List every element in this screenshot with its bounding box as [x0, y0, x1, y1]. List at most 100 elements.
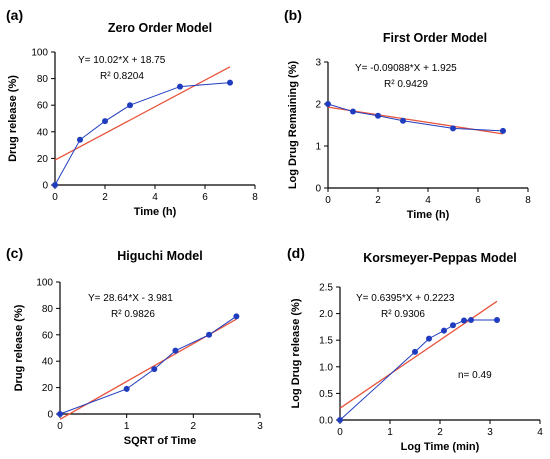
y-axis-label: Log Drug Remaining (%): [287, 61, 299, 190]
y-tick-label: 100: [31, 48, 48, 59]
r-squared: R² 0.9429: [384, 79, 428, 90]
fit-line: [54, 66, 231, 161]
chart-title: Korsmeyer-Peppas Model: [363, 251, 517, 265]
y-tick-label: 2.5: [319, 283, 333, 294]
y-tick-label: 3: [315, 58, 321, 69]
x-tick-label: 4: [537, 427, 543, 438]
x-tick-label: 2: [102, 192, 108, 203]
x-tick-label: 0: [57, 421, 63, 432]
data-point: [57, 411, 63, 417]
y-tick-label: 40: [37, 127, 49, 138]
release-exponent-note: n= 0.49: [458, 370, 492, 381]
y-tick-label: 60: [37, 101, 49, 112]
data-point: [233, 313, 240, 320]
r-squared: R² 0.8204: [100, 71, 144, 82]
y-tick-label: 1.5: [319, 336, 333, 347]
data-point: [123, 385, 130, 392]
y-tick-label: 1.0: [319, 362, 333, 373]
data-point: [468, 316, 474, 323]
data-point: [102, 118, 108, 125]
y-tick-label: 40: [42, 357, 54, 368]
regression-equation: Y= 10.02*X + 18.75: [78, 55, 166, 66]
chart-title: Zero Order Model: [108, 21, 212, 35]
regression-equation: Y= 0.6395*X + 0.2223: [356, 293, 455, 304]
chart-panel: (c) Higuchi Model 0 1 2 3 0 20 40 60 80 100 SQRT of …: [6, 245, 263, 447]
chart-title: Higuchi Model: [117, 249, 202, 263]
data-point: [494, 316, 500, 323]
data-point: [172, 347, 179, 354]
x-tick-label: 6: [475, 195, 481, 206]
x-tick-label: 6: [202, 192, 208, 203]
x-axis-label: Time (h): [407, 209, 450, 221]
x-tick-label: 1: [387, 427, 393, 438]
data-point: [500, 127, 506, 134]
x-tick-label: 0: [52, 192, 58, 203]
x-tick-label: 2: [437, 427, 443, 438]
x-tick-label: 0: [337, 427, 343, 438]
y-axis-label: Log Drug release (%): [290, 298, 302, 408]
y-axis-label: Drug release (%): [13, 304, 25, 391]
x-tick-label: 1: [124, 421, 130, 432]
panel-label: (a): [6, 7, 23, 23]
r-squared: R² 0.9826: [111, 309, 155, 320]
x-tick-label: 3: [487, 427, 493, 438]
data-point: [206, 331, 213, 338]
x-tick-label: 0: [325, 195, 331, 206]
y-tick-label: 20: [42, 383, 54, 394]
panel-label: (d): [287, 245, 305, 261]
x-axis-label: SQRT of Time: [124, 435, 197, 447]
data-point: [77, 136, 83, 143]
x-tick-label: 8: [525, 195, 531, 206]
y-tick-label: 0: [47, 410, 53, 421]
y-axis-label: Drug release (%): [7, 75, 19, 162]
data-line: [54, 82, 231, 186]
data-point: [450, 322, 456, 329]
data-point: [325, 101, 331, 107]
data-point: [227, 79, 233, 86]
data-point: [127, 102, 133, 109]
y-tick-label: 1: [315, 142, 321, 153]
x-tick-label: 3: [257, 421, 263, 432]
y-tick-label: 80: [42, 304, 54, 315]
y-tick-label: 0.0: [319, 416, 333, 427]
y-tick-label: 2.0: [319, 309, 333, 320]
chart-title: First Order Model: [383, 31, 487, 45]
data-point: [52, 182, 58, 188]
x-tick-label: 4: [152, 192, 158, 203]
data-point: [450, 125, 456, 132]
x-tick-label: 8: [252, 192, 258, 203]
data-line: [59, 315, 237, 415]
data-point: [177, 83, 183, 90]
r-squared: R² 0.9306: [381, 309, 425, 320]
y-tick-label: 80: [37, 74, 49, 85]
chart-panel: (b) First Order Model 0 2 4 6 8 0 1 2 3 Time (h) Log…: [284, 7, 531, 221]
regression-equation: Y= -0.09088*X + 1.925: [355, 63, 457, 74]
y-tick-label: 60: [42, 330, 54, 341]
data-point: [350, 108, 356, 115]
data-point: [426, 335, 432, 342]
x-axis-label: Log Time (min): [401, 441, 480, 453]
regression-equation: Y= 28.64*X - 3.981: [88, 293, 173, 304]
panel-label: (b): [284, 7, 302, 23]
panel-label: (c): [6, 245, 23, 261]
y-tick-label: 0: [42, 181, 48, 192]
y-tick-label: 100: [36, 278, 53, 289]
y-tick-label: 2: [315, 100, 321, 111]
data-point: [337, 417, 343, 423]
x-axis-label: Time (h): [134, 206, 177, 218]
x-tick-label: 2: [375, 195, 381, 206]
y-tick-label: 20: [37, 154, 49, 165]
x-tick-label: 2: [191, 421, 197, 432]
data-point: [412, 348, 418, 355]
data-point: [461, 317, 467, 324]
y-tick-label: 0.5: [319, 389, 333, 400]
data-line: [327, 103, 504, 132]
data-point: [441, 327, 447, 334]
data-point: [151, 366, 158, 373]
y-tick-label: 0: [315, 184, 321, 195]
chart-panel: (d) Korsmeyer-Peppas Model 0 1 2 3 4 0.0 0.5 1.0 1…: [287, 245, 543, 453]
data-point: [400, 117, 406, 124]
x-tick-label: 4: [425, 195, 431, 206]
